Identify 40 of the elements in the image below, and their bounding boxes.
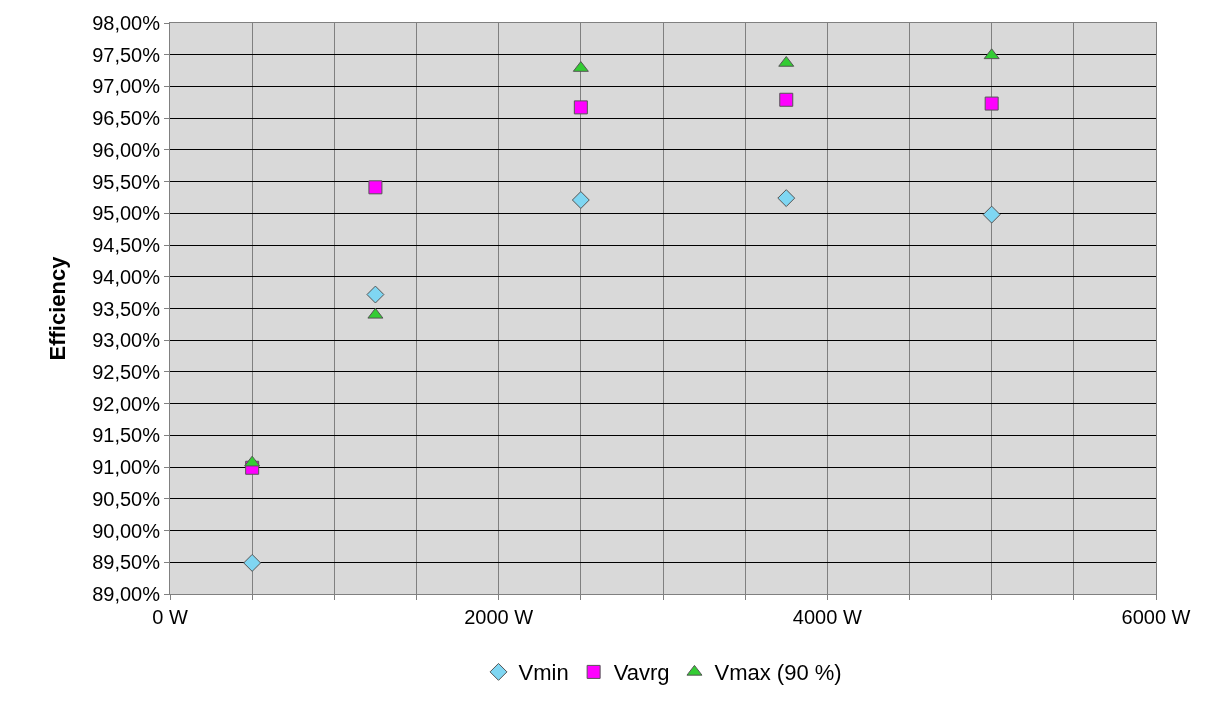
y-tick-label: 97,50%: [92, 43, 161, 66]
legend-label: Vmax (90 %): [714, 660, 842, 686]
x-tick-label: 2000 W: [464, 606, 534, 628]
y-tick-label: 91,50%: [92, 424, 161, 447]
y-tick-label: 96,00%: [92, 138, 161, 161]
y-tick-label: 97,00%: [92, 75, 161, 98]
y-tick-label: 90,00%: [92, 519, 161, 542]
y-tick-label: 89,50%: [92, 551, 161, 574]
legend-label: Vavrg: [613, 660, 670, 686]
y-tick-label: 98,00%: [92, 12, 161, 34]
point: [777, 189, 796, 208]
x-tick-label: 0 W: [152, 606, 188, 628]
y-tick-label: 92,50%: [92, 360, 161, 383]
point: [244, 455, 261, 467]
y-tick-label: 94,50%: [92, 234, 161, 257]
point: [571, 191, 590, 209]
point: [983, 48, 1000, 60]
point: [366, 285, 385, 304]
y-tick-label: 94,00%: [92, 265, 161, 288]
point: [982, 205, 1001, 224]
point: [779, 92, 794, 107]
y-tick-label: 96,50%: [92, 107, 161, 130]
y-tick-label: 89,00%: [92, 583, 161, 605]
y-tick-label: 95,50%: [92, 170, 161, 193]
y-tick-label: 90,50%: [92, 487, 161, 510]
point: [367, 307, 384, 319]
point: [573, 100, 588, 115]
y-tick-label: 95,00%: [92, 202, 161, 225]
point: [368, 180, 383, 195]
point: [778, 55, 795, 67]
y-tick-label: 91,00%: [92, 456, 161, 479]
y-axis-title: Efficiency: [44, 255, 70, 361]
point: [243, 553, 262, 572]
y-tick-label: 92,00%: [92, 392, 161, 415]
y-tick-label: 93,50%: [92, 297, 161, 320]
point: [984, 96, 999, 111]
legend-label: Vmin: [518, 660, 569, 686]
y-tick-label: 93,00%: [92, 329, 161, 352]
x-tick-label: 6000 W: [1121, 606, 1191, 628]
x-tick-label: 4000 W: [792, 606, 862, 628]
